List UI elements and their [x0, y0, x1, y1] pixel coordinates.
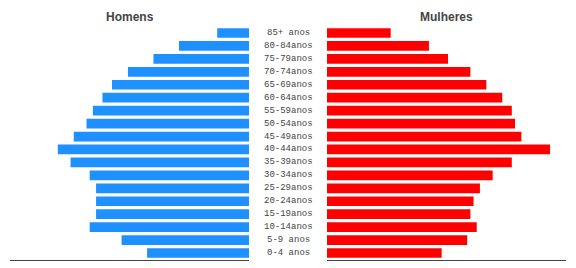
svg-text:60-64anos: 60-64anos: [264, 93, 313, 103]
svg-text:20-24anos: 20-24anos: [264, 196, 313, 206]
svg-text:55-59anos: 55-59anos: [264, 106, 313, 116]
svg-text:30-34anos: 30-34anos: [264, 170, 313, 180]
svg-text:65-69anos: 65-69anos: [264, 80, 313, 90]
svg-text:10-14anos: 10-14anos: [264, 222, 313, 232]
svg-text:40-44anos: 40-44anos: [264, 144, 313, 154]
svg-text:80-84anos: 80-84anos: [264, 41, 313, 51]
svg-text:70-74anos: 70-74anos: [264, 67, 313, 77]
svg-text:5-9 anos: 5-9 anos: [267, 235, 310, 245]
svg-text:Mulheres: Mulheres: [420, 10, 473, 24]
svg-text:25-29anos: 25-29anos: [264, 183, 313, 193]
svg-text:35-39anos: 35-39anos: [264, 157, 313, 167]
svg-text:50-54anos: 50-54anos: [264, 119, 313, 129]
svg-text:85+ anos: 85+ anos: [267, 28, 310, 38]
svg-text:15-19anos: 15-19anos: [264, 209, 313, 219]
svg-text:75-79anos: 75-79anos: [264, 54, 313, 64]
svg-text:Homens: Homens: [106, 10, 154, 24]
svg-text:45-49anos: 45-49anos: [264, 132, 313, 142]
svg-text:0-4 anos: 0-4 anos: [267, 248, 310, 258]
